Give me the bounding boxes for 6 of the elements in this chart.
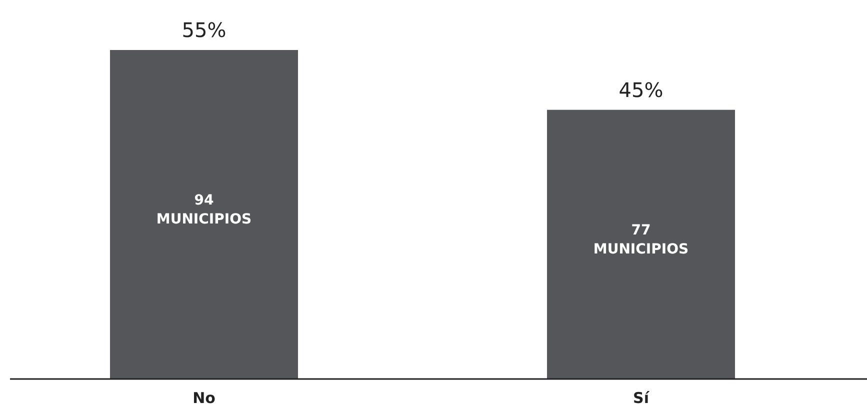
x-tick-label: No <box>192 389 216 407</box>
data-label: 45% <box>618 78 664 102</box>
annotation: 94 MUNICIPIOS <box>156 192 252 228</box>
x-tick-label: Sí <box>633 389 650 407</box>
annotation: 77 MUNICIPIOS <box>593 222 689 258</box>
data-label: 55% <box>182 18 226 42</box>
